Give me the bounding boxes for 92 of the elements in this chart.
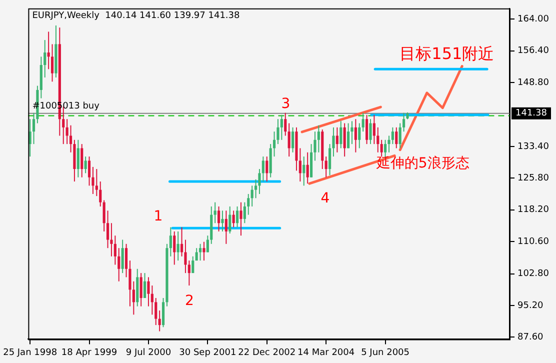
annotation: 2 [184, 292, 194, 309]
candlestick [198, 243, 202, 262]
x-tick-label: 14 Mar 2004 [298, 348, 355, 358]
candlestick [176, 230, 180, 262]
candlestick [66, 118, 68, 145]
candlestick [95, 168, 98, 197]
candlestick [214, 202, 216, 224]
candlestick [346, 122, 350, 149]
y-tick-label: 148.80 [518, 78, 550, 88]
candlestick [317, 124, 320, 153]
candlestick [76, 139, 80, 178]
candlestick [262, 156, 264, 182]
candlestick [206, 235, 209, 253]
y-tick-label: 87.60 [518, 332, 544, 342]
candlestick [84, 156, 87, 174]
candlestick [154, 298, 158, 326]
candlestick [362, 112, 364, 132]
candlestick [250, 185, 254, 207]
y-tick-label: 95.20 [518, 300, 544, 311]
candlestick [80, 144, 84, 178]
candlestick [195, 248, 198, 262]
candlestick [288, 122, 290, 158]
candlestick [380, 139, 383, 158]
candlestick [228, 206, 232, 234]
candlestick [118, 248, 120, 282]
candlestick [217, 206, 220, 232]
candlestick [336, 126, 338, 153]
candlestick [266, 156, 268, 182]
candlestick [221, 210, 224, 232]
candlestick [88, 156, 91, 186]
candlestick [291, 126, 294, 153]
candlestick [50, 44, 54, 82]
candlestick [358, 122, 361, 149]
candlestick [158, 310, 161, 332]
y-tick-label: 125.80 [518, 174, 550, 184]
chart-title: EURJPY,Weekly 140.14 141.60 139.97 141.38 [32, 11, 240, 22]
annotation: 1 [154, 208, 163, 224]
candlestick [324, 156, 328, 178]
annotation: 4 [320, 190, 330, 206]
x-tick-label: 18 Apr 1999 [61, 348, 118, 358]
candlestick [372, 114, 376, 145]
candlestick [398, 122, 402, 149]
x-tick-label: 5 Jun 2005 [361, 348, 410, 358]
candlestick [143, 272, 146, 299]
candlestick [354, 118, 357, 153]
candlestick [369, 118, 372, 145]
candlestick [28, 118, 32, 158]
candlestick [243, 202, 246, 224]
x-tick-label: 30 Sep 2001 [179, 348, 236, 358]
candlestick [391, 126, 394, 145]
candlestick [106, 210, 110, 249]
candlestick [340, 120, 342, 149]
candlestick [236, 206, 239, 228]
candlestick [306, 152, 309, 184]
x-tick-label: 9 Jul 2000 [126, 348, 172, 358]
candlestick [402, 112, 406, 132]
candlestick [395, 126, 398, 149]
y-tick-label: 164.00 [518, 14, 550, 25]
candlestick [284, 112, 287, 136]
candlestick [350, 120, 354, 145]
x-tick-label: 22 Dec 2002 [238, 348, 296, 358]
candlestick [47, 31, 50, 70]
y-tick-label: 156.40 [518, 46, 550, 56]
y-tick-label: 110.60 [518, 236, 550, 247]
candlestick [240, 202, 242, 236]
candlestick [376, 126, 380, 153]
candlestick [44, 40, 46, 78]
candlestick [202, 241, 206, 262]
x-tick-label: 25 Jan 1998 [3, 348, 58, 358]
annotation: 目标151附近 [400, 44, 494, 63]
y-tick-label: 133.40 [518, 142, 550, 152]
candlestick [302, 156, 306, 186]
candlestick [343, 122, 346, 158]
ref-line-label: 141.38 [516, 108, 548, 119]
candlestick [365, 114, 368, 145]
y-tick-label: 102.80 [518, 269, 550, 280]
candlestick [150, 285, 154, 316]
candlestick [247, 193, 250, 216]
candlestick [272, 131, 276, 158]
candlestick [102, 200, 106, 232]
y-tick-label: 118.20 [518, 205, 550, 216]
annotation: 延伸的5浪形态 [375, 156, 470, 172]
candlestick [224, 210, 228, 244]
candlestick [114, 235, 116, 266]
candlestick [140, 272, 142, 307]
candlestick [192, 256, 194, 274]
candlestick [280, 114, 283, 140]
candlestick [232, 210, 235, 228]
candlestick [99, 181, 102, 207]
candlestick [121, 239, 124, 274]
annotation: 3 [281, 96, 290, 112]
candlestick [173, 230, 176, 266]
